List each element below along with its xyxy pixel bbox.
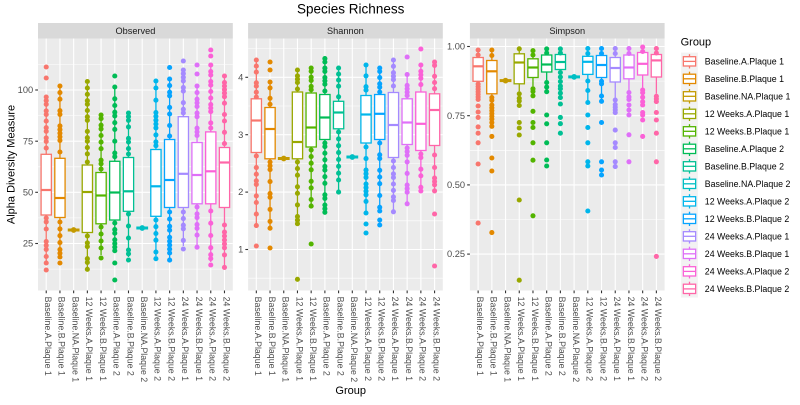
svg-text:Observed: Observed bbox=[115, 26, 155, 36]
svg-text:Baseline.A.Plaque 1: Baseline.A.Plaque 1 bbox=[705, 57, 784, 67]
svg-text:24 Weeks.A.Plaque 1: 24 Weeks.A.Plaque 1 bbox=[612, 297, 622, 382]
svg-text:12 Weeks.A.Plaque 1: 12 Weeks.A.Plaque 1 bbox=[516, 297, 526, 382]
svg-text:Baseline.NA.Plaque 1: Baseline.NA.Plaque 1 bbox=[70, 297, 80, 383]
svg-text:24 Weeks.A.Plaque 1: 24 Weeks.A.Plaque 1 bbox=[180, 297, 190, 382]
svg-text:12 Weeks.A.Plaque 2: 12 Weeks.A.Plaque 2 bbox=[705, 196, 790, 206]
svg-text:24 Weeks.A.Plaque 1: 24 Weeks.A.Plaque 1 bbox=[390, 297, 400, 382]
svg-text:2: 2 bbox=[238, 187, 243, 197]
svg-text:Baseline.NA.Plaque 2: Baseline.NA.Plaque 2 bbox=[139, 297, 149, 383]
svg-text:Baseline.A.Plaque 1: Baseline.A.Plaque 1 bbox=[475, 297, 485, 376]
svg-text:3: 3 bbox=[238, 130, 243, 140]
svg-text:12 Weeks.A.Plaque 2: 12 Weeks.A.Plaque 2 bbox=[153, 297, 163, 382]
svg-text:12 Weeks.A.Plaque 1: 12 Weeks.A.Plaque 1 bbox=[84, 297, 94, 382]
svg-text:Baseline.B.Plaque 2: Baseline.B.Plaque 2 bbox=[557, 297, 567, 376]
svg-text:0.75: 0.75 bbox=[447, 111, 465, 121]
svg-text:Baseline.B.Plaque 2: Baseline.B.Plaque 2 bbox=[125, 297, 135, 376]
svg-text:Baseline.B.Plaque 1: Baseline.B.Plaque 1 bbox=[489, 297, 499, 376]
svg-text:Baseline.NA.Plaque 2: Baseline.NA.Plaque 2 bbox=[705, 179, 791, 189]
svg-text:Baseline.A.Plaque 2: Baseline.A.Plaque 2 bbox=[322, 297, 332, 376]
svg-text:12 Weeks.A.Plaque 2: 12 Weeks.A.Plaque 2 bbox=[585, 297, 595, 382]
svg-text:Baseline.A.Plaque 2: Baseline.A.Plaque 2 bbox=[543, 297, 553, 376]
svg-text:25: 25 bbox=[23, 239, 33, 249]
svg-text:24 Weeks.A.Plaque 2: 24 Weeks.A.Plaque 2 bbox=[705, 267, 790, 277]
svg-text:1.00: 1.00 bbox=[447, 42, 465, 52]
svg-text:Baseline.B.Plaque 1: Baseline.B.Plaque 1 bbox=[705, 74, 784, 84]
svg-text:12 Weeks.B.Plaque 2: 12 Weeks.B.Plaque 2 bbox=[705, 214, 790, 224]
svg-text:1: 1 bbox=[238, 245, 243, 255]
svg-text:24 Weeks.B.Plaque 1: 24 Weeks.B.Plaque 1 bbox=[626, 297, 636, 382]
svg-text:12 Weeks.A.Plaque 2: 12 Weeks.A.Plaque 2 bbox=[363, 297, 373, 382]
svg-text:0.50: 0.50 bbox=[447, 180, 465, 190]
svg-text:Baseline.B.Plaque 1: Baseline.B.Plaque 1 bbox=[57, 297, 67, 376]
svg-text:24 Weeks.B.Plaque 2: 24 Weeks.B.Plaque 2 bbox=[221, 297, 231, 382]
svg-text:Species Richness: Species Richness bbox=[297, 1, 405, 16]
svg-text:24 Weeks.B.Plaque 1: 24 Weeks.B.Plaque 1 bbox=[705, 249, 790, 259]
svg-text:75: 75 bbox=[23, 136, 33, 146]
svg-text:Baseline.A.Plaque 1: Baseline.A.Plaque 1 bbox=[253, 297, 263, 376]
svg-text:12 Weeks.B.Plaque 2: 12 Weeks.B.Plaque 2 bbox=[377, 297, 387, 382]
svg-text:Group: Group bbox=[335, 385, 366, 397]
svg-text:12 Weeks.B.Plaque 1: 12 Weeks.B.Plaque 1 bbox=[530, 297, 540, 382]
svg-text:24 Weeks.B.Plaque 2: 24 Weeks.B.Plaque 2 bbox=[705, 284, 790, 294]
svg-text:12 Weeks.B.Plaque 1: 12 Weeks.B.Plaque 1 bbox=[98, 297, 108, 382]
svg-text:Baseline.B.Plaque 1: Baseline.B.Plaque 1 bbox=[267, 297, 277, 376]
svg-text:Shannon: Shannon bbox=[327, 26, 364, 36]
svg-text:12 Weeks.B.Plaque 1: 12 Weeks.B.Plaque 1 bbox=[705, 126, 790, 136]
svg-text:Baseline.NA.Plaque 2: Baseline.NA.Plaque 2 bbox=[571, 297, 581, 383]
svg-text:Baseline.B.Plaque 2: Baseline.B.Plaque 2 bbox=[705, 161, 784, 171]
svg-text:Group: Group bbox=[681, 36, 712, 48]
svg-text:Baseline.NA.Plaque 1: Baseline.NA.Plaque 1 bbox=[281, 297, 291, 383]
svg-text:Baseline.A.Plaque 2: Baseline.A.Plaque 2 bbox=[112, 297, 122, 376]
svg-text:50: 50 bbox=[23, 187, 33, 197]
svg-text:Alpha Diversity Measure: Alpha Diversity Measure bbox=[6, 105, 18, 224]
svg-text:24 Weeks.B.Plaque 1: 24 Weeks.B.Plaque 1 bbox=[404, 297, 414, 382]
svg-text:0.25: 0.25 bbox=[447, 249, 465, 259]
svg-text:24 Weeks.A.Plaque 2: 24 Weeks.A.Plaque 2 bbox=[418, 297, 428, 382]
svg-text:24 Weeks.A.Plaque 1: 24 Weeks.A.Plaque 1 bbox=[705, 231, 790, 241]
svg-text:12 Weeks.B.Plaque 2: 12 Weeks.B.Plaque 2 bbox=[166, 297, 176, 382]
svg-text:Baseline.NA.Plaque 2: Baseline.NA.Plaque 2 bbox=[349, 297, 359, 383]
svg-text:24 Weeks.B.Plaque 2: 24 Weeks.B.Plaque 2 bbox=[653, 297, 663, 382]
svg-text:Baseline.B.Plaque 2: Baseline.B.Plaque 2 bbox=[335, 297, 345, 376]
svg-text:12 Weeks.B.Plaque 1: 12 Weeks.B.Plaque 1 bbox=[308, 297, 318, 382]
svg-text:100: 100 bbox=[18, 85, 34, 95]
svg-text:24 Weeks.B.Plaque 2: 24 Weeks.B.Plaque 2 bbox=[431, 297, 441, 382]
svg-text:24 Weeks.A.Plaque 2: 24 Weeks.A.Plaque 2 bbox=[639, 297, 649, 382]
svg-text:Baseline.NA.Plaque 1: Baseline.NA.Plaque 1 bbox=[502, 297, 512, 383]
svg-text:12 Weeks.B.Plaque 2: 12 Weeks.B.Plaque 2 bbox=[598, 297, 608, 382]
svg-text:24 Weeks.B.Plaque 1: 24 Weeks.B.Plaque 1 bbox=[194, 297, 204, 382]
svg-text:Baseline.A.Plaque 2: Baseline.A.Plaque 2 bbox=[705, 144, 784, 154]
svg-text:12 Weeks.A.Plaque 1: 12 Weeks.A.Plaque 1 bbox=[294, 297, 304, 382]
svg-text:Simpson: Simpson bbox=[549, 26, 585, 36]
svg-text:4: 4 bbox=[238, 72, 243, 82]
svg-text:Baseline.A.Plaque 1: Baseline.A.Plaque 1 bbox=[43, 297, 53, 376]
svg-text:24 Weeks.A.Plaque 2: 24 Weeks.A.Plaque 2 bbox=[208, 297, 218, 382]
svg-text:12 Weeks.A.Plaque 1: 12 Weeks.A.Plaque 1 bbox=[705, 109, 790, 119]
svg-text:Baseline.NA.Plaque 1: Baseline.NA.Plaque 1 bbox=[705, 91, 791, 101]
